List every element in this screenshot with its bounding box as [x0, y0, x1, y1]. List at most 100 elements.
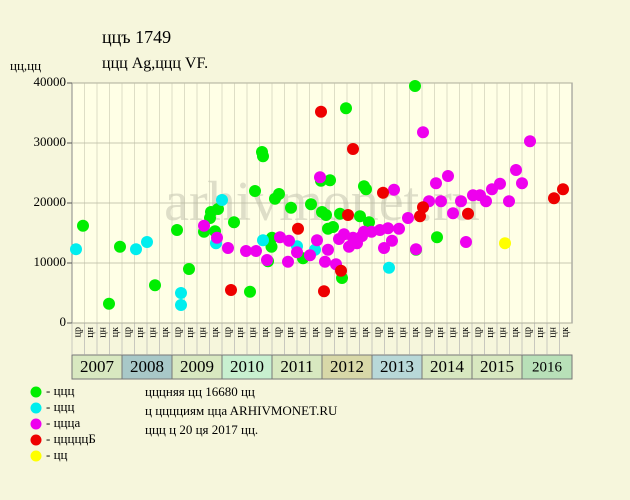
year-label: 2010	[230, 357, 264, 376]
sub-label: цн	[448, 326, 459, 337]
sub-label: цр	[73, 327, 84, 337]
sub-label: цк	[310, 327, 321, 337]
legend-swatch	[30, 386, 42, 398]
point	[402, 212, 414, 224]
sub-label: цн	[298, 326, 309, 337]
point	[503, 195, 515, 208]
point	[149, 279, 161, 292]
point	[347, 143, 359, 155]
point	[378, 242, 390, 254]
point	[462, 207, 474, 220]
sub-label: цн	[435, 326, 446, 337]
point	[282, 255, 294, 268]
sub-label: цр	[373, 327, 384, 337]
point	[360, 183, 372, 196]
year-cell	[121, 354, 173, 380]
point	[494, 177, 506, 190]
legend-label: - ццц	[46, 383, 74, 398]
point	[273, 188, 285, 200]
point	[409, 80, 421, 92]
legend-label: - цццццБ	[46, 431, 96, 446]
year-cell	[421, 354, 473, 380]
note: ц цццциям ццa ARHIVMONET.RU	[145, 403, 338, 418]
sub-label: цн	[548, 326, 559, 337]
point	[70, 243, 82, 256]
point	[417, 126, 429, 139]
point	[103, 297, 115, 310]
point	[175, 299, 187, 311]
year-cell	[71, 354, 123, 380]
sub-label: цр	[323, 327, 334, 337]
point	[257, 150, 269, 163]
point	[510, 164, 522, 176]
year-label: 2012	[330, 357, 364, 376]
sub-label: цн	[198, 326, 209, 337]
year-label: 2011	[280, 357, 313, 376]
point	[447, 207, 459, 220]
sub-label: цн	[185, 326, 196, 337]
point	[292, 222, 304, 235]
point	[250, 245, 262, 257]
point	[393, 222, 405, 235]
point	[386, 234, 398, 247]
sub-label: цр	[423, 327, 434, 337]
point	[114, 240, 126, 253]
point	[417, 201, 429, 214]
point	[340, 102, 352, 115]
point	[377, 186, 389, 199]
legend-label: - ццц	[46, 399, 74, 414]
point	[335, 264, 347, 277]
sub-label: цк	[210, 327, 221, 337]
point	[171, 224, 183, 236]
sub-label: цк	[510, 327, 521, 337]
point	[198, 219, 210, 232]
sub-label: цн	[235, 326, 246, 337]
point	[319, 255, 331, 268]
sub-label: цр	[273, 327, 284, 337]
point	[305, 198, 317, 211]
point	[244, 285, 256, 298]
point	[324, 174, 336, 187]
sub-label: цн	[485, 326, 496, 337]
note: цццняя цц 16680 цц	[145, 384, 255, 399]
year-label: 2007	[80, 357, 115, 376]
sub-label: цн	[398, 326, 409, 337]
sub-label: цн	[148, 326, 159, 337]
legend-swatch	[30, 450, 42, 462]
point	[77, 219, 89, 232]
sub-label: цк	[460, 327, 471, 337]
y-axis-label: цц,цц	[10, 58, 41, 73]
sub-label: цн	[385, 326, 396, 337]
sub-label: цр	[123, 327, 134, 337]
point	[338, 228, 350, 241]
point	[222, 242, 234, 254]
point	[320, 209, 332, 221]
point	[291, 246, 303, 259]
chart-title: ццъ 1749	[102, 27, 171, 47]
sub-label: цр	[223, 327, 234, 337]
point	[548, 192, 560, 205]
point	[382, 222, 394, 235]
point	[435, 195, 447, 208]
year-label: 2015	[480, 357, 514, 376]
legend-swatch	[30, 402, 42, 414]
point	[314, 171, 326, 184]
sub-label: цр	[473, 327, 484, 337]
point	[431, 231, 443, 244]
y-tick-label: 40000	[34, 74, 67, 89]
y-tick-label: 10000	[34, 254, 67, 269]
point	[524, 135, 536, 148]
sub-label: цн	[535, 326, 546, 337]
point	[141, 236, 153, 248]
sub-label: цн	[98, 326, 109, 337]
point	[249, 185, 261, 197]
point	[430, 177, 442, 190]
year-label: 2009	[180, 357, 214, 376]
year-cell	[321, 354, 373, 380]
point	[212, 203, 224, 215]
sub-label: цк	[110, 327, 121, 337]
year-label: 2014	[430, 357, 465, 376]
legend-swatch	[30, 434, 42, 446]
sub-label: цн	[348, 326, 359, 337]
